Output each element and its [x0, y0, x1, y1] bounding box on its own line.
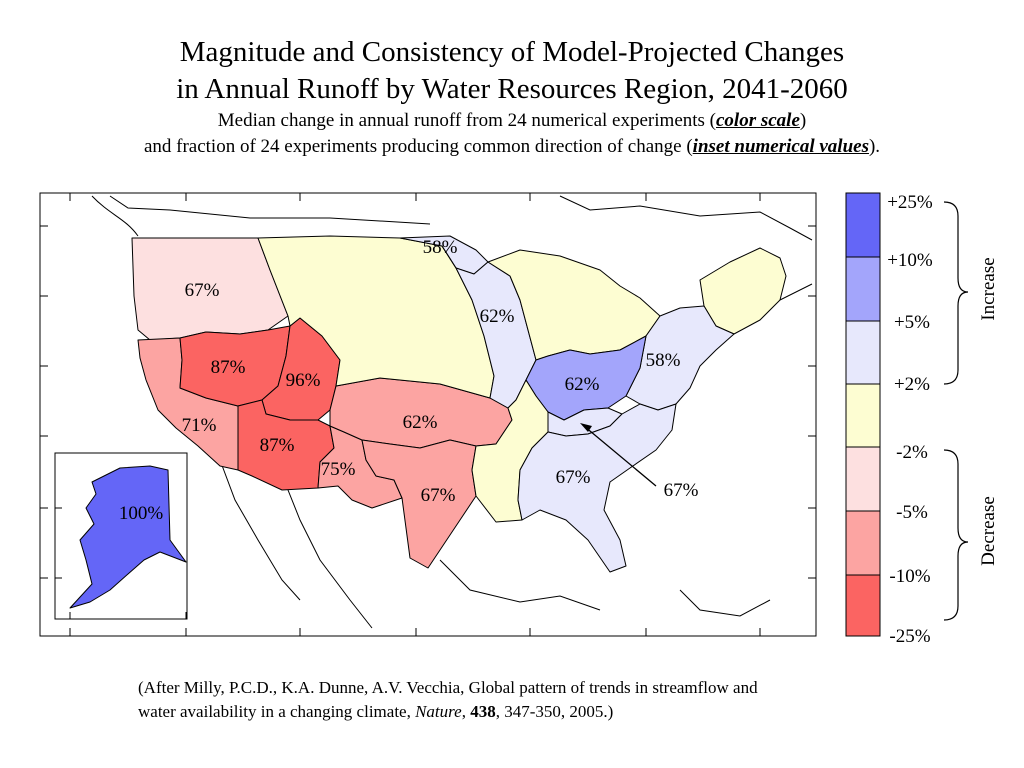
increase-label: Increase — [978, 257, 999, 320]
subtitle-1-suffix: ) — [799, 110, 807, 131]
frame-ticks — [40, 193, 816, 636]
legend-colorbar — [845, 192, 881, 637]
citation-separator: , — [461, 702, 471, 721]
label-rio-grande: 75% — [321, 459, 356, 480]
citation-volume: 438 — [470, 702, 496, 721]
coastlines — [91, 195, 813, 629]
label-alaska: 100% — [119, 503, 164, 524]
decrease-label: Decrease — [978, 496, 999, 566]
citation-journal: Nature — [415, 702, 462, 721]
region-south-atlantic-gulf — [517, 403, 677, 573]
legend-swatch-dec-high — [845, 574, 881, 637]
title-line-2: in Annual Runoff by Water Resources Regi… — [176, 73, 848, 105]
legend-swatch-dec-low — [845, 446, 881, 512]
region-mid-atlantic — [625, 305, 735, 411]
region-shapes — [131, 235, 787, 573]
label-tennessee: 67% — [664, 480, 699, 501]
label-lower-colorado: 87% — [260, 435, 295, 456]
legend-tick-plus-2: +2% — [894, 374, 930, 395]
label-texas-gulf: 67% — [421, 485, 456, 506]
tennessee-pointer-arrow — [583, 425, 657, 487]
label-pacific-northwest: 67% — [185, 280, 220, 301]
legend-tick-plus-5: +5% — [894, 312, 930, 333]
label-california: 71% — [182, 415, 217, 436]
legend-swatch-inc-high — [845, 192, 881, 258]
alaska-inset-ticks — [55, 507, 187, 619]
legend-swatch-dec-mid — [845, 510, 881, 576]
tennessee-pointer-arrowhead — [580, 423, 592, 432]
legend-tick-plus-25: +25% — [887, 192, 933, 213]
label-upper-mississippi: 62% — [480, 306, 515, 327]
subtitle-line-1: Median change in annual runoff from 24 n… — [0, 108, 1024, 134]
legend-tick-minus-2: -2% — [896, 442, 928, 463]
label-upper-colorado: 96% — [286, 370, 321, 391]
legend-swatch-inc-mid — [845, 256, 881, 322]
subtitle-2-suffix: ). — [868, 136, 881, 157]
subtitle-2-emphasis: inset numerical values — [692, 136, 869, 157]
subtitle-1-emphasis: color scale — [716, 110, 800, 131]
citation: (After Milly, P.C.D., K.A. Dunne, A.V. V… — [138, 676, 898, 724]
legend-tick-minus-5: -5% — [896, 502, 928, 523]
decrease-brace — [943, 449, 969, 621]
legend-swatch-neutral — [845, 383, 881, 448]
region-texas-gulf — [361, 439, 477, 569]
label-south-atlantic-gulf: 67% — [556, 467, 591, 488]
citation-line-2-suffix: , 347-350, 2005.) — [495, 702, 614, 721]
legend-tick-minus-25: -25% — [889, 626, 930, 647]
label-souris-red-rainy: 58% — [423, 237, 458, 258]
citation-line-1: (After Milly, P.C.D., K.A. Dunne, A.V. V… — [138, 678, 758, 697]
subtitle-2-prefix: and fraction of 24 experiments producing… — [143, 136, 693, 157]
title-block: Magnitude and Consistency of Model-Proje… — [0, 34, 1024, 160]
title-line-1: Magnitude and Consistency of Model-Proje… — [179, 36, 845, 68]
label-great-basin: 87% — [211, 357, 246, 378]
label-arkansas-white-red: 62% — [403, 412, 438, 433]
region-alaska — [69, 465, 187, 609]
region-labels: 67% 71% 87% 96% 87% 75% 62% 67% 58% 62% … — [119, 237, 699, 524]
subtitle-line-2: and fraction of 24 experiments producing… — [0, 134, 1024, 160]
label-mid-atlantic: 58% — [646, 350, 681, 371]
increase-brace — [943, 201, 969, 385]
legend-ticks: +25% +10% +5% +2% -2% -5% -10% -25% — [887, 192, 933, 647]
legend-tick-minus-10: -10% — [889, 566, 930, 587]
label-ohio: 62% — [565, 374, 600, 395]
legend-tick-plus-10: +10% — [887, 250, 933, 271]
citation-line-2: water availability in a changing climate… — [138, 700, 898, 724]
subtitle-1-prefix: Median change in annual runoff from 24 n… — [217, 110, 716, 131]
citation-line-2-prefix: water availability in a changing climate… — [138, 702, 416, 721]
legend-swatch-inc-low — [845, 320, 881, 385]
